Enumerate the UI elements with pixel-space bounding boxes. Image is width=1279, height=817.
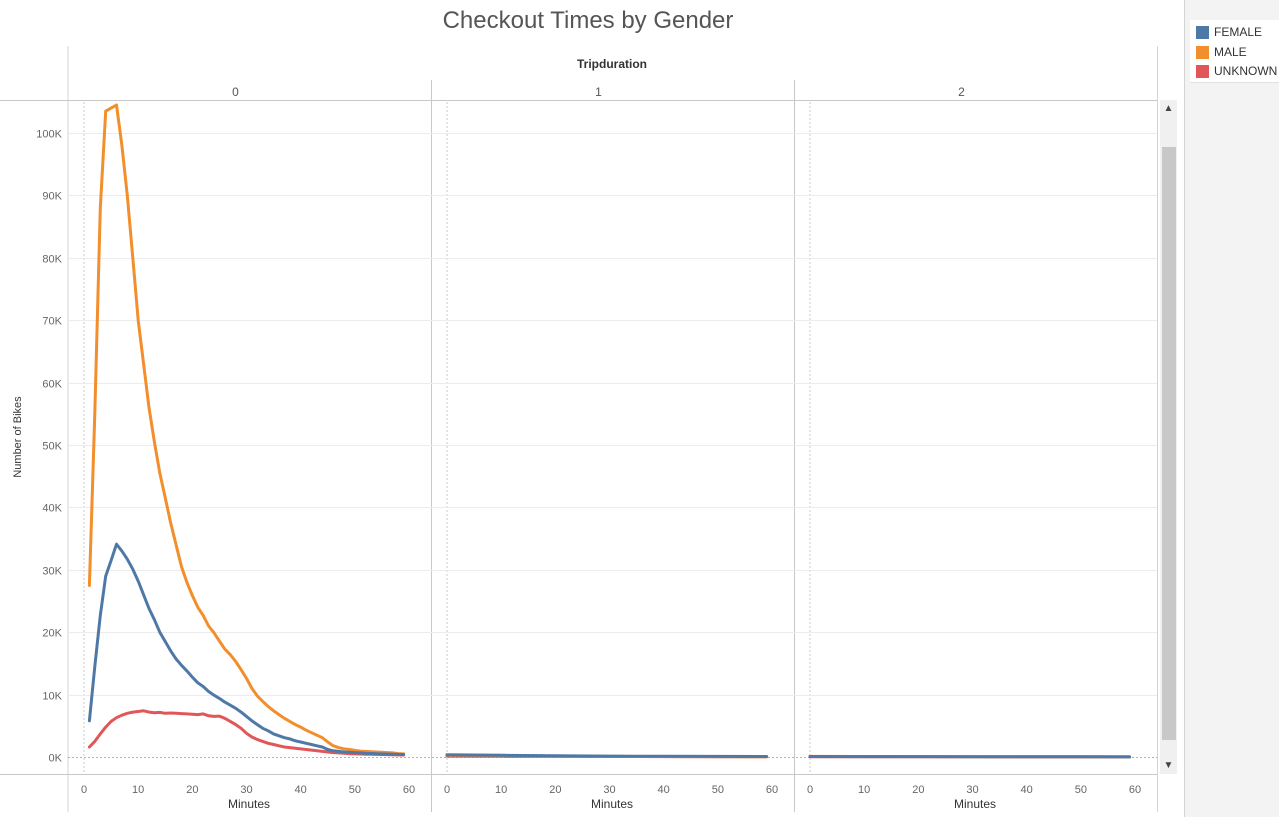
x-tick-label: 30: [603, 784, 615, 796]
legend-item-female[interactable]: FEMALE: [1196, 24, 1262, 40]
scroll-thumb[interactable]: [1162, 147, 1176, 740]
x-tick-label: 60: [403, 784, 415, 796]
y-tick-label: 70K: [42, 316, 62, 328]
y-tick-label: 10K: [42, 691, 62, 703]
x-axis-title: Minutes: [228, 797, 270, 811]
x-tick-label: 0: [807, 784, 813, 796]
y-tick-label: 50K: [42, 441, 62, 453]
legend: FEMALE MALE UNKNOWN: [1190, 20, 1279, 83]
x-tick-label: 20: [549, 784, 561, 796]
scroll-up-icon[interactable]: ▲: [1163, 103, 1174, 114]
x-tick-label: 30: [966, 784, 978, 796]
legend-swatch-female: [1196, 25, 1209, 39]
x-tick-label: 40: [658, 784, 670, 796]
legend-label: UNKNOWN: [1214, 64, 1278, 78]
series-line-female: [445, 753, 769, 758]
x-tick-label: 10: [495, 784, 507, 796]
x-tick-label: 30: [240, 784, 252, 796]
y-tick-label: 90K: [42, 191, 62, 203]
scroll-down-icon[interactable]: ▼: [1163, 760, 1174, 771]
x-tick-label: 40: [1021, 784, 1033, 796]
vertical-scrollbar[interactable]: ▲ ▼: [1160, 100, 1177, 774]
y-tick-label: 80K: [42, 254, 62, 266]
legend-item-unknown[interactable]: UNKNOWN: [1196, 63, 1277, 79]
x-tick-label: 50: [349, 784, 361, 796]
x-tick-label: 10: [858, 784, 870, 796]
y-tick-label: 40K: [42, 503, 62, 515]
legend-label: MALE: [1214, 45, 1247, 59]
panel-label: 2: [958, 85, 965, 99]
x-tick-label: 50: [712, 784, 724, 796]
x-tick-label: 50: [1075, 784, 1087, 796]
x-tick-label: 10: [132, 784, 144, 796]
legend-item-male[interactable]: MALE: [1196, 44, 1247, 60]
y-tick-label: 60K: [42, 379, 62, 391]
y-tick-label: 100K: [36, 129, 62, 141]
x-tick-label: 0: [81, 784, 87, 796]
x-tick-label: 60: [766, 784, 778, 796]
legend-swatch-unknown: [1196, 64, 1209, 78]
x-axis-title: Minutes: [954, 797, 996, 811]
series-line-female: [87, 542, 406, 756]
y-tick-label: 20K: [42, 628, 62, 640]
column-header: Tripduration: [577, 57, 647, 71]
y-tick-label: 0K: [49, 753, 63, 765]
x-axis-title: Minutes: [591, 797, 633, 811]
x-tick-label: 0: [444, 784, 450, 796]
panel-label: 0: [232, 85, 239, 99]
legend-label: FEMALE: [1214, 25, 1263, 39]
x-tick-label: 40: [295, 784, 307, 796]
legend-panel: [1184, 0, 1279, 817]
x-tick-label: 20: [912, 784, 924, 796]
panel-label: 1: [595, 85, 602, 99]
series-line-male: [87, 103, 406, 756]
y-axis-title: Number of Bikes: [12, 396, 24, 478]
x-tick-label: 60: [1129, 784, 1141, 796]
legend-swatch-male: [1196, 45, 1209, 59]
x-tick-label: 20: [186, 784, 198, 796]
y-tick-label: 30K: [42, 566, 62, 578]
chart-title: Checkout Times by Gender: [443, 7, 734, 34]
